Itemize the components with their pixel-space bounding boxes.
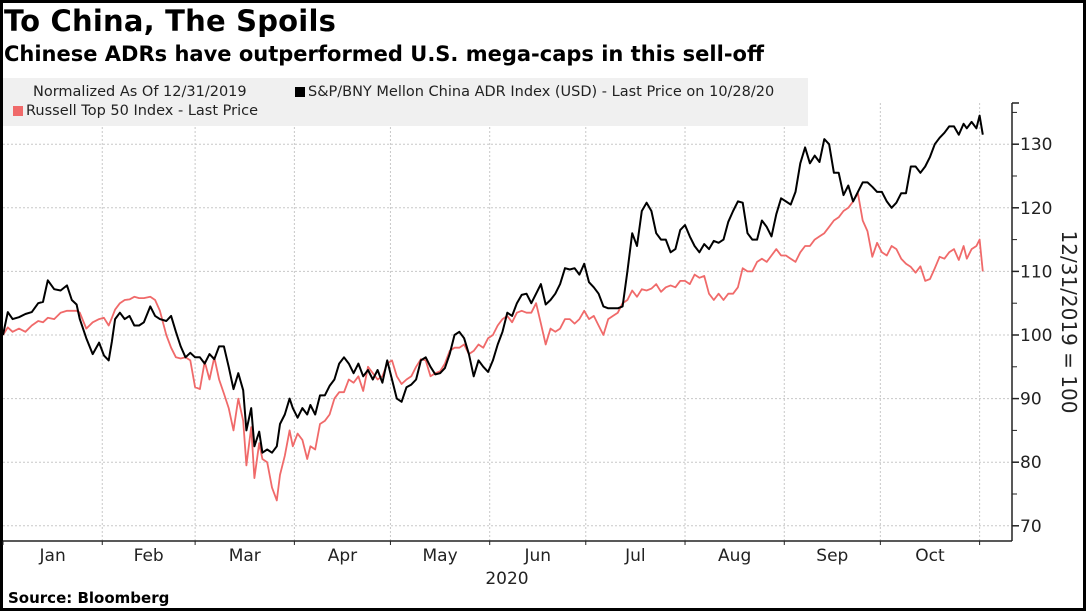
x-tick-label: Apr	[328, 546, 357, 566]
y-tick-label: 90	[1020, 390, 1042, 410]
legend-label-china-adr: S&P/BNY Mellon China ADR Index (USD) - L…	[308, 84, 775, 100]
x-tick-label: Sep	[816, 546, 848, 566]
legend-swatch-china-adr	[295, 87, 305, 97]
x-tick-label: May	[422, 546, 457, 566]
y-tick-label: 120	[1020, 199, 1052, 219]
x-tick-label: Feb	[134, 546, 164, 566]
x-tick-label: Jul	[624, 546, 646, 566]
series-layer	[2, 114, 984, 502]
legend-item-china-adr: S&P/BNY Mellon China ADR Index (USD) - L…	[295, 84, 774, 100]
legend-item-russell: Russell Top 50 Index - Last Price	[13, 103, 258, 119]
y-tick-label: 130	[1020, 135, 1052, 155]
y-tick-label: 80	[1020, 453, 1042, 473]
chart-subtitle: Chinese ADRs have outperformed U.S. mega…	[4, 42, 764, 66]
series-line-china-adr	[2, 114, 984, 454]
legend-label-russell: Russell Top 50 Index - Last Price	[26, 103, 258, 119]
source-note: Source: Bloomberg	[8, 589, 170, 607]
legend: Normalized As Of 12/31/2019 S&P/BNY Mell…	[3, 78, 808, 126]
grid	[3, 103, 1012, 541]
y-axis-label: 12/31/2019 = 100	[1057, 231, 1081, 414]
axes: 70 80 90 100 110 120 130 Jan Feb Mar Apr May Jun Jul A…	[2, 102, 1081, 589]
y-tick-label: 110	[1020, 262, 1052, 282]
x-tick-label: Mar	[229, 546, 261, 566]
x-tick-label: Oct	[915, 546, 945, 566]
legend-note: Normalized As Of 12/31/2019	[33, 84, 247, 100]
series-line-russell-top-50	[2, 192, 984, 502]
x-tick-label: Jan	[39, 546, 66, 566]
legend-swatch-russell	[13, 106, 23, 116]
chart-title: To China, The Spoils	[4, 4, 337, 38]
x-tick-label: Aug	[718, 546, 751, 566]
x-year-label: 2020	[485, 569, 528, 589]
x-tick-label: Jun	[523, 546, 551, 566]
y-tick-label: 100	[1020, 326, 1052, 346]
y-tick-label: 70	[1020, 517, 1042, 537]
